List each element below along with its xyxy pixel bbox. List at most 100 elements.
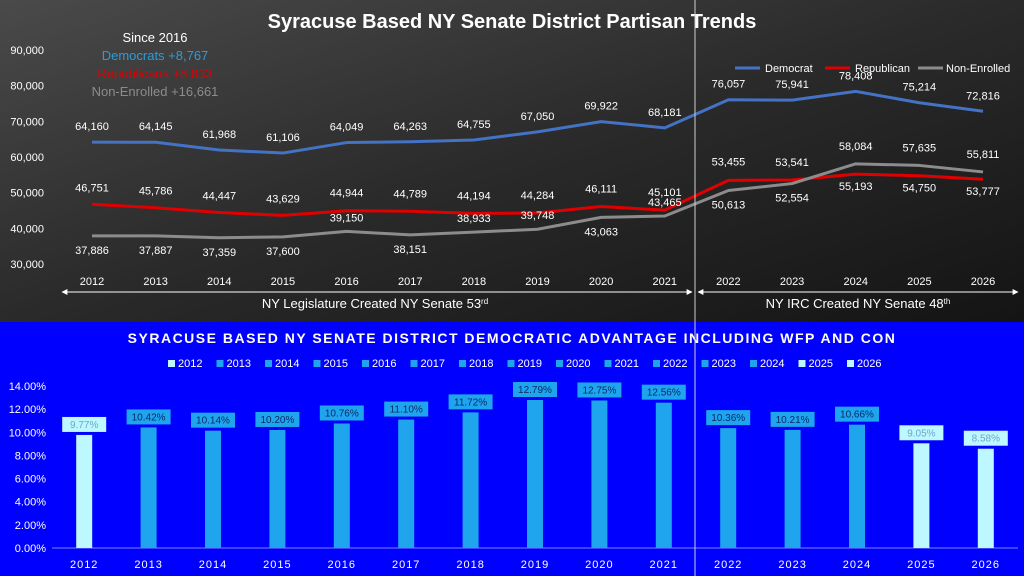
data-label-democrat: 64,049 xyxy=(330,122,364,134)
data-label-non-enrolled: 37,886 xyxy=(75,245,109,257)
data-label-democrat: 64,263 xyxy=(393,121,427,133)
era-right-text: NY IRC Created NY Senate 48 xyxy=(766,296,944,311)
bar-label-box xyxy=(384,401,429,417)
data-label-non-enrolled: 55,811 xyxy=(967,149,1000,161)
bar xyxy=(720,428,737,548)
data-label-non-enrolled: 43,063 xyxy=(584,226,618,238)
data-label-democrat: 75,214 xyxy=(903,82,937,94)
era-left-label: NY Legislature Created NY Senate 53rd xyxy=(262,296,488,311)
bar-legend-label: 2020 xyxy=(566,358,590,370)
x-tick-label: 2013 xyxy=(143,276,167,288)
x-tick-label: 2021 xyxy=(653,276,677,288)
data-label-non-enrolled: 39,748 xyxy=(521,210,555,222)
bar xyxy=(591,400,608,548)
bar xyxy=(913,443,930,548)
bar-legend-swatch xyxy=(653,360,660,367)
bar-legend-swatch xyxy=(556,360,563,367)
top-legend: Democrat Republican Non-Enrolled xyxy=(735,63,1010,75)
bar-series xyxy=(76,400,994,548)
bar-value-label: 10.76% xyxy=(325,408,359,419)
bar xyxy=(333,423,350,548)
chart-title: Syracuse Based NY Senate District Partis… xyxy=(268,11,757,33)
bar-label-box xyxy=(899,425,944,441)
data-label-republican: 53,541 xyxy=(775,157,809,169)
bar-x-tick-label: 2025 xyxy=(907,559,935,571)
bar-legend-label: 2015 xyxy=(324,358,348,370)
bar-label-box xyxy=(319,405,364,421)
bar-x-tick-label: 2024 xyxy=(843,559,871,571)
bar-y-tick-label: 10.00% xyxy=(9,427,47,439)
bar xyxy=(527,400,543,548)
data-label-republican: 44,447 xyxy=(202,190,236,202)
partisan-trends-chart: Syracuse Based NY Senate District Partis… xyxy=(0,0,1024,322)
data-label-non-enrolled: 43,465 xyxy=(648,197,682,209)
bar xyxy=(269,429,286,548)
data-label-republican: 55,193 xyxy=(839,181,873,193)
bar-y-tick-label: 4.00% xyxy=(15,497,46,509)
data-label-non-enrolled: 50,613 xyxy=(712,199,746,211)
bar-label-box xyxy=(448,394,493,410)
data-label-democrat: 76,057 xyxy=(712,79,746,91)
bar-legend-swatch xyxy=(604,360,612,367)
bar-legend-swatch xyxy=(216,360,224,367)
data-label-republican: 53,777 xyxy=(966,186,1000,198)
top-series-lines xyxy=(91,89,984,240)
data-label-non-enrolled: 39,150 xyxy=(330,212,364,224)
x-tick-label: 2020 xyxy=(589,276,613,288)
since-democrats: Democrats +8,767 xyxy=(102,48,209,63)
data-label-republican: 44,944 xyxy=(330,188,364,200)
bar-data-labels: 9.77% 10.42% 10.14% 10.20% 10.76% 11.10% 11.72… xyxy=(62,382,1008,446)
bar-legend-swatch xyxy=(701,360,709,367)
x-tick-label: 2012 xyxy=(80,276,104,288)
bar xyxy=(76,434,93,548)
bar-x-tick-label: 2017 xyxy=(392,559,420,571)
bar-legend-label: 2026 xyxy=(857,358,881,370)
x-tick-label: 2017 xyxy=(398,276,422,288)
bar-legend-swatch xyxy=(362,360,369,367)
bar-x-tick-label: 2012 xyxy=(70,559,98,571)
bar-legend-label: 2016 xyxy=(372,358,396,370)
bar-label-box xyxy=(513,382,557,398)
data-label-non-enrolled: 52,554 xyxy=(775,193,809,205)
bar-label-box xyxy=(770,411,815,427)
y-tick-label: 30,000 xyxy=(10,259,44,271)
data-label-republican: 43,629 xyxy=(266,193,300,205)
bar xyxy=(140,427,157,548)
data-label-democrat: 61,968 xyxy=(202,129,236,141)
bar-legend-swatch xyxy=(410,360,418,367)
data-label-non-enrolled: 37,359 xyxy=(202,247,236,259)
bar-value-label: 9.05% xyxy=(907,428,935,439)
bar-legend-swatch xyxy=(847,360,854,367)
bar-legend-swatch xyxy=(459,360,466,367)
bar-legend-label: 2025 xyxy=(809,358,833,370)
bar xyxy=(205,430,221,548)
legend-label-democrat: Democrat xyxy=(765,63,813,75)
bar-value-label: 10.14% xyxy=(196,416,230,427)
bar-x-tick-label: 2014 xyxy=(199,559,227,571)
bar-value-label: 12.56% xyxy=(647,388,681,399)
bar-y-tick-label: 14.00% xyxy=(9,381,47,393)
era-left-sup: rd xyxy=(481,297,488,306)
bar xyxy=(655,402,672,548)
bar xyxy=(398,419,415,548)
era-annotations: NY Legislature Created NY Senate 53rd NY… xyxy=(61,289,1019,311)
bar-legend-swatch xyxy=(507,360,515,367)
bar-label-box xyxy=(706,410,751,426)
bar-legend-label: 2012 xyxy=(178,358,202,370)
bar-legend-swatch xyxy=(798,360,806,367)
data-label-democrat: 69,922 xyxy=(584,101,618,113)
bar-legend-label: 2018 xyxy=(469,358,493,370)
data-label-republican: 44,789 xyxy=(393,188,427,200)
data-label-republican: 45,786 xyxy=(139,186,173,198)
top-x-axis: 2012 2013 2014 2015 2016 2017 2018 2019 2020 2021… xyxy=(80,276,995,288)
era-left-text: NY Legislature Created NY Senate 53 xyxy=(262,296,481,311)
bar-value-label: 11.10% xyxy=(390,405,423,416)
bar-x-tick-label: 2023 xyxy=(778,559,806,571)
bar-label-box xyxy=(963,430,1008,446)
bar xyxy=(977,448,994,548)
x-tick-label: 2019 xyxy=(525,276,549,288)
since-non-enrolled: Non-Enrolled +16,661 xyxy=(92,84,219,99)
bar-label-box xyxy=(62,416,107,432)
bar-value-label: 10.20% xyxy=(260,415,294,426)
bar-label-box xyxy=(191,412,235,428)
